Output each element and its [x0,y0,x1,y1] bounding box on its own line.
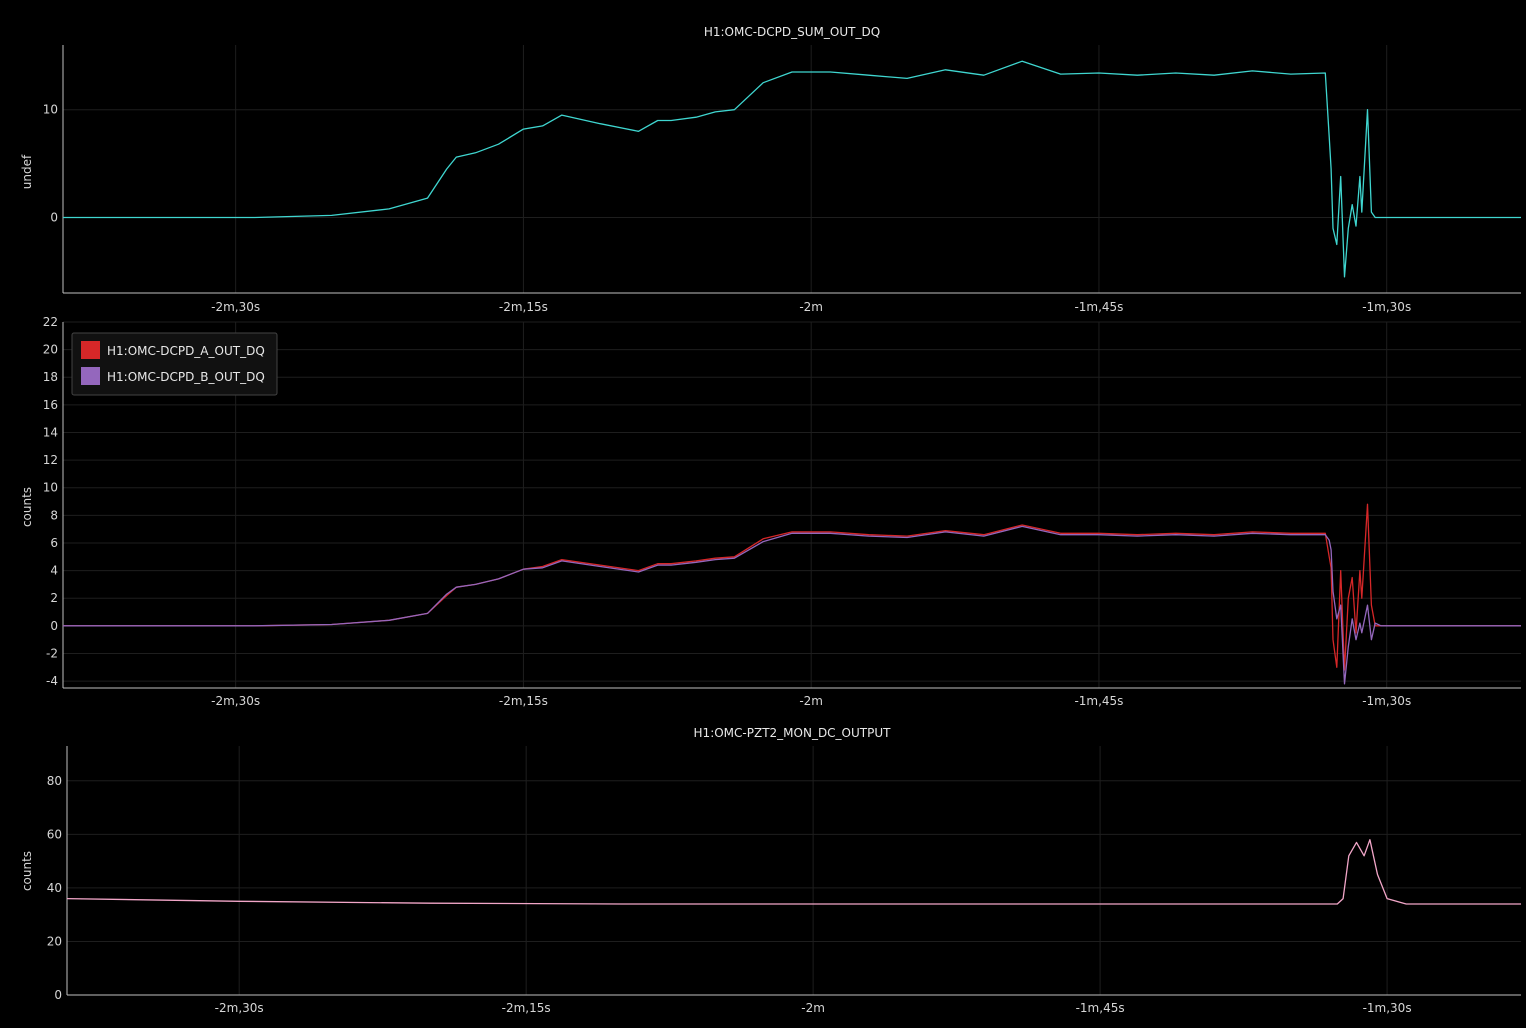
legend-label-a: H1:OMC-DCPD_A_OUT_DQ [107,344,265,358]
grid [63,321,1521,688]
y-tick-label: 0 [54,988,62,1002]
y-tick-label: 18 [43,370,58,384]
y-axis-label: counts [20,487,34,527]
x-tick-label: -2m,30s [211,694,260,708]
legend-swatch-a [81,341,100,359]
y-tick-label: -2 [46,646,58,660]
x-tick-label: -2m [801,1001,825,1015]
x-tick-label: -2m,30s [215,1001,264,1015]
y-tick-label: 16 [43,398,58,412]
y-tick-label: 40 [47,881,62,895]
x-tick-label: -1m,45s [1074,694,1123,708]
x-tick-label: -1m,45s [1074,300,1123,314]
y-tick-label: 20 [43,343,58,357]
panel-pzt2: H1:OMC-PZT2_MON_DC_OUTPUT counts -2m,30s… [20,726,1521,1015]
x-tick-label: -2m,15s [502,1001,551,1015]
legend-swatch-b [81,367,100,385]
y-tick-label: 0 [50,619,58,633]
x-tick-label: -2m [799,694,823,708]
y-tick-label: 20 [47,934,62,948]
y-tick-label: 10 [43,481,58,495]
y-tick-label: 4 [50,564,58,578]
x-tick-label: -1m,30s [1363,1001,1412,1015]
x-tick-label: -2m,15s [499,694,548,708]
y-tick-label: 8 [50,508,58,522]
panel-dcpd-a-b: counts -2m,30s -2m,15s -2m -1m,45s -1m,30s -4… [20,315,1521,708]
y-tick-label: 10 [43,103,58,117]
series-line-0 [63,60,1521,278]
legend-box [71,332,278,396]
x-tick-label: -2m,30s [211,300,260,314]
x-tick-label: -1m,30s [1362,694,1411,708]
y-tick-label: 6 [50,536,58,550]
y-tick-label: 22 [43,315,58,329]
y-tick-label: -4 [46,674,58,688]
x-tick-label: -2m,15s [499,300,548,314]
panel-title: H1:OMC-PZT2_MON_DC_OUTPUT [694,726,892,740]
y-tick-label: 12 [43,453,58,467]
panel-dcpd-sum: H1:OMC-DCPD_SUM_OUT_DQ undef -2m,30s -2m,… [20,25,1521,314]
y-tick-label: 2 [50,591,58,605]
x-tick-label: -1m,30s [1362,300,1411,314]
series-line-1 [63,525,1521,685]
series-line-0 [66,839,1521,905]
y-tick-label: 80 [47,774,62,788]
legend-label-b: H1:OMC-DCPD_B_OUT_DQ [107,370,265,384]
y-tick-label: 60 [47,827,62,841]
x-tick-label: -2m [799,300,823,314]
panel-title: H1:OMC-DCPD_SUM_OUT_DQ [704,25,880,39]
y-axis-label: undef [20,154,34,189]
y-axis-label: counts [20,851,34,891]
x-tick-label: -1m,45s [1076,1001,1125,1015]
y-tick-label: 14 [43,425,58,439]
y-tick-label: 0 [50,211,58,225]
grid [63,45,1521,293]
legend: H1:OMC-DCPD_A_OUT_DQ H1:OMC-DCPD_B_OUT_D… [71,332,278,396]
